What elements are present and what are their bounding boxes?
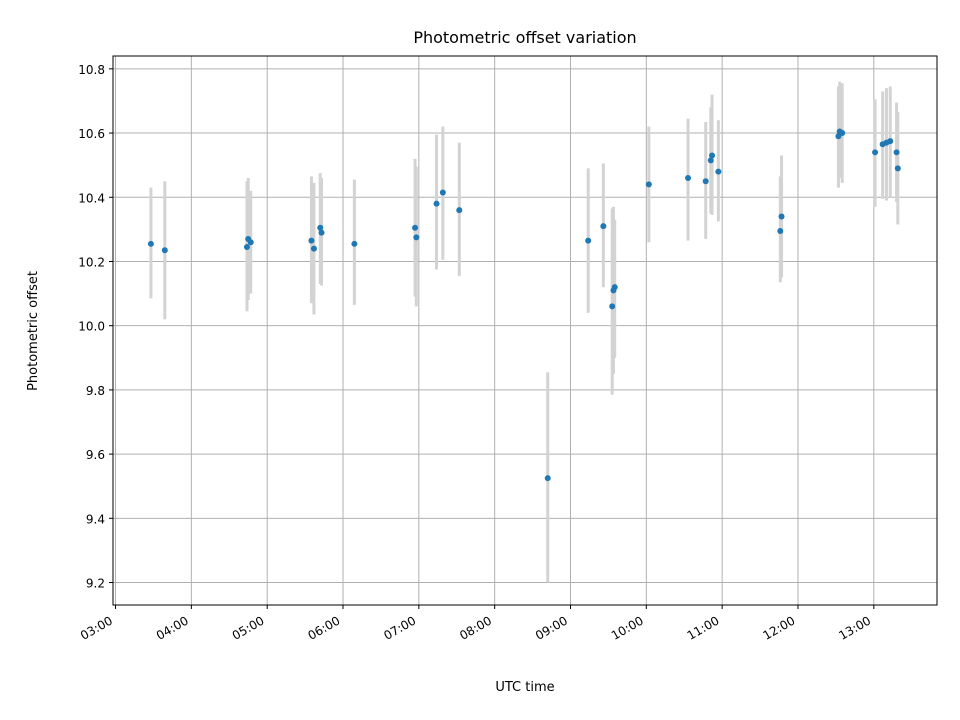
data-point xyxy=(887,138,894,145)
data-point xyxy=(161,247,168,254)
data-point xyxy=(872,149,879,156)
plot-frame xyxy=(112,55,938,606)
data-point xyxy=(308,237,315,244)
y-axis-ticks: 9.2 9.4 9.6 9.8 10.0 10.2 10.4 10.6 10.8 xyxy=(78,63,113,591)
data-point xyxy=(707,157,714,164)
data-point xyxy=(839,130,846,137)
data-point xyxy=(894,165,901,172)
y-tick-label: 10.6 xyxy=(78,127,105,141)
y-tick-label: 9.6 xyxy=(86,448,105,462)
y-tick-label: 9.2 xyxy=(86,577,105,591)
y-tick-label: 9.4 xyxy=(86,512,105,526)
data-point xyxy=(544,475,551,482)
data-points xyxy=(147,128,901,482)
data-point xyxy=(715,168,722,175)
data-point xyxy=(439,189,446,196)
data-point xyxy=(893,149,900,156)
x-axis-label: UTC time xyxy=(495,680,554,695)
data-point xyxy=(413,234,420,241)
data-point xyxy=(585,237,592,244)
data-point xyxy=(609,303,616,310)
data-point xyxy=(412,224,419,231)
chart-title: Photometric offset variation xyxy=(413,28,636,47)
data-point xyxy=(600,223,607,230)
data-point xyxy=(317,224,324,231)
y-tick-label: 10.2 xyxy=(78,255,105,269)
data-point xyxy=(645,181,652,188)
data-point xyxy=(777,227,784,234)
data-point xyxy=(247,239,254,246)
data-point xyxy=(611,284,618,291)
data-point xyxy=(778,213,785,220)
data-point xyxy=(243,244,250,251)
data-point xyxy=(433,200,440,207)
y-tick-label: 10.4 xyxy=(78,191,105,205)
y-tick-label: 10.8 xyxy=(78,63,105,77)
y-tick-label: 9.8 xyxy=(86,384,105,398)
data-point xyxy=(318,229,325,236)
data-point xyxy=(456,207,463,214)
data-point xyxy=(351,240,358,247)
data-point xyxy=(685,175,692,181)
y-tick-label: 10.0 xyxy=(78,320,105,334)
data-point xyxy=(310,245,317,252)
data-point xyxy=(147,240,154,247)
data-point xyxy=(702,178,709,185)
data-point xyxy=(709,152,716,159)
y-axis-label: Photometric offset xyxy=(26,271,41,391)
